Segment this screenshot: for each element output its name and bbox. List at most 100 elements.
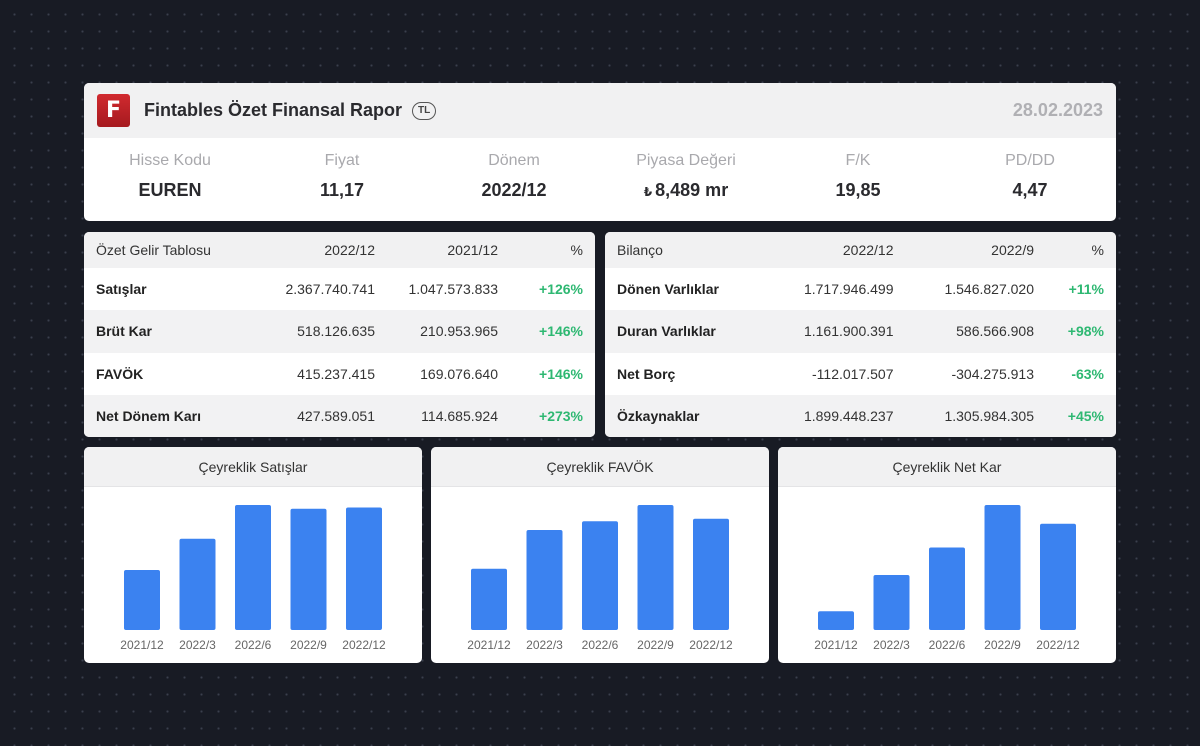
x-tick-label: 2022/12 xyxy=(689,638,733,652)
metric-value: 11,17 xyxy=(319,180,365,200)
x-tick-label: 2022/12 xyxy=(1036,638,1080,652)
x-tick-label: 2021/12 xyxy=(814,638,858,652)
column-header: 2022/9 xyxy=(991,242,1034,258)
x-tick-label: 2022/9 xyxy=(637,638,674,652)
table-row: Net Borç -112.017.507 -304.275.913 -63% xyxy=(605,353,1116,395)
summary-card: F Fintables Özet Finansal Rapor TL 28.02… xyxy=(84,83,1116,221)
bar-2021-12 xyxy=(124,570,160,630)
column-header: % xyxy=(570,242,583,258)
bar-2021-12 xyxy=(818,611,854,630)
table-row: Dönen Varlıklar 1.717.946.499 1.546.827.… xyxy=(605,268,1116,310)
quarterly-net-profit-chart: Çeyreklik Net Kar 2021/12 2022/3 2022/6 202… xyxy=(778,447,1116,663)
x-tick-label: 2021/12 xyxy=(120,638,164,652)
metric-pe: F/K 19,85 xyxy=(772,152,944,221)
quarterly-sales-chart: Çeyreklik Satışlar 2021/12 2022/3 2022/6 20… xyxy=(84,447,422,663)
chart-title: Çeyreklik FAVÖK xyxy=(431,447,769,487)
table-cell: 518.126.635 xyxy=(297,323,375,340)
table-cell: 1.899.448.237 xyxy=(803,407,894,424)
bar-2022-3 xyxy=(526,530,563,630)
table-cell: 114.685.924 xyxy=(421,407,498,424)
change-percent: +11% xyxy=(1068,281,1104,298)
metric-value-wrap: ₺ 8,489 mr xyxy=(600,180,772,201)
chart-plot: 2021/12 2022/3 2022/6 2022/9 2022/12 xyxy=(814,505,1080,652)
x-tick-label: 2022/3 xyxy=(179,638,216,652)
change-percent: +273% xyxy=(539,407,583,424)
report-title: Fintables Özet Finansal Rapor xyxy=(144,100,403,120)
column-header: 2022/12 xyxy=(324,242,375,258)
table-row: Özkaynaklar 1.899.448.237 1.305.984.305 … xyxy=(605,394,1116,437)
x-tick-label: 2022/6 xyxy=(235,638,272,652)
metric-price: Fiyat 11,17 xyxy=(256,152,428,221)
x-tick-label: 2022/12 xyxy=(342,638,386,652)
table-cell: 1.305.984.305 xyxy=(944,407,1034,424)
bar-2022-12 xyxy=(693,518,729,630)
x-tick-label: 2022/9 xyxy=(290,638,327,652)
table-cell: 415.237.415 xyxy=(297,365,375,382)
bar-2022-12 xyxy=(1040,523,1076,630)
row-label: Duran Varlıklar xyxy=(617,323,716,340)
metric-value: 8,489 mr xyxy=(655,180,729,200)
x-tick-label: 2022/3 xyxy=(873,638,910,652)
table-row: FAVÖK 415.237.415 169.076.640 +146% xyxy=(84,353,595,395)
metric-label: F/K xyxy=(845,152,871,169)
metric-label: Fiyat xyxy=(324,152,360,169)
bar-2022-9 xyxy=(290,508,327,630)
x-tick-label: 2022/3 xyxy=(526,638,563,652)
key-metrics: Hisse Kodu EUREN Fiyat 11,17 Dönem 2022/… xyxy=(84,138,1116,221)
report-header: F Fintables Özet Finansal Rapor TL 28.02… xyxy=(84,83,1116,138)
bar-2022-6 xyxy=(582,521,618,630)
report-date: 28.02.2023 xyxy=(1012,100,1103,120)
metric-label: Hisse Kodu xyxy=(129,152,211,169)
table-cell: 169.076.640 xyxy=(420,365,498,382)
change-percent: +45% xyxy=(1067,407,1104,424)
chart-plot: 2021/12 2022/3 2022/6 2022/9 2022/12 xyxy=(467,505,733,652)
column-header: Bilanço xyxy=(617,242,663,258)
metric-label: PD/DD xyxy=(1005,152,1055,169)
lira-icon: ₺ xyxy=(643,185,653,199)
quarterly-ebitda-chart: Çeyreklik FAVÖK 2021/12 2022/3 2022/6 2022/… xyxy=(431,447,769,663)
bar-2022-6 xyxy=(929,547,965,630)
metric-pb: PD/DD 4,47 xyxy=(944,152,1116,221)
income-statement-card: Özet Gelir Tablosu 2022/12 2021/12 % Sat… xyxy=(84,232,595,437)
table-cell: 586.566.908 xyxy=(956,323,1034,340)
table-row: Duran Varlıklar 1.161.900.391 586.566.90… xyxy=(605,310,1116,353)
table-cell: -304.275.913 xyxy=(951,365,1034,382)
x-tick-label: 2022/9 xyxy=(984,638,1021,652)
change-percent: -63% xyxy=(1071,365,1104,382)
table-cell: -112.017.507 xyxy=(812,365,894,382)
table-cell: 210.953.965 xyxy=(420,323,498,340)
bar-2022-9 xyxy=(637,505,674,630)
change-percent: +146% xyxy=(539,365,583,382)
metric-value: EUREN xyxy=(138,180,202,200)
bar-2022-3 xyxy=(179,538,216,630)
column-header: Özet Gelir Tablosu xyxy=(96,242,211,258)
table-cell: 2.367.740.741 xyxy=(285,281,375,298)
table-cell: 427.589.051 xyxy=(297,407,375,424)
x-tick-label: 2021/12 xyxy=(467,638,511,652)
column-header: 2021/12 xyxy=(447,242,498,258)
metric-ticker: Hisse Kodu EUREN xyxy=(84,152,256,221)
row-label: Özkaynaklar xyxy=(617,407,700,424)
x-tick-label: 2022/6 xyxy=(582,638,619,652)
row-label: Net Borç xyxy=(617,365,676,382)
row-label: Brüt Kar xyxy=(96,323,153,340)
table-header-row: Bilanço 2022/12 2022/9 % xyxy=(605,232,1116,268)
chart-plot: 2021/12 2022/3 2022/6 2022/9 2022/12 xyxy=(120,505,386,652)
column-header: 2022/12 xyxy=(842,242,894,258)
metric-label: Dönem xyxy=(488,152,540,169)
metric-value: 2022/12 xyxy=(481,180,547,200)
bar-2022-6 xyxy=(235,505,271,630)
metric-market-cap: Piyasa Değeri ₺ 8,489 mr xyxy=(600,152,772,221)
table-row: Net Dönem Karı 427.589.051 114.685.924 +… xyxy=(84,394,595,437)
bar-2021-12 xyxy=(471,568,507,630)
chart-title: Çeyreklik Satışlar xyxy=(84,447,422,487)
metric-period: Dönem 2022/12 xyxy=(428,152,600,221)
row-label: Dönen Varlıklar xyxy=(617,281,719,298)
column-header: % xyxy=(1091,242,1104,258)
table-cell: 1.161.900.391 xyxy=(803,323,894,340)
metric-label: Piyasa Değeri xyxy=(636,152,736,169)
balance-sheet-card: Bilanço 2022/12 2022/9 % Dönen Varlıklar… xyxy=(605,232,1116,437)
table-row: Satışlar 2.367.740.741 1.047.573.833 +12… xyxy=(84,268,595,310)
table-row: Brüt Kar 518.126.635 210.953.965 +146% xyxy=(84,310,595,353)
row-label: Satışlar xyxy=(96,281,147,298)
